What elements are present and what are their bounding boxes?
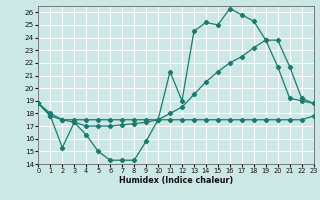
- X-axis label: Humidex (Indice chaleur): Humidex (Indice chaleur): [119, 176, 233, 185]
